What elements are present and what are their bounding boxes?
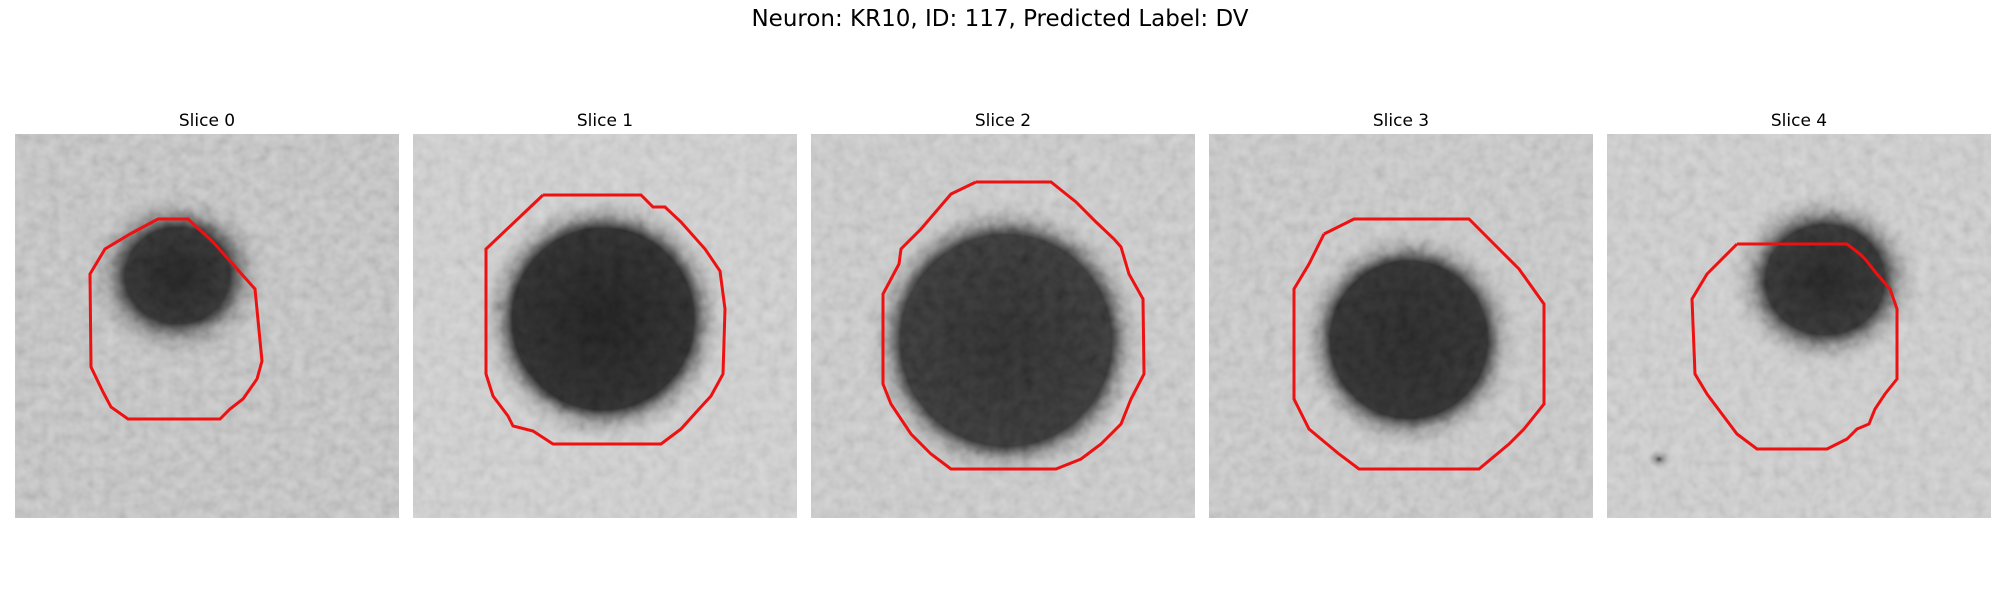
slice-image-1 bbox=[413, 134, 797, 518]
slice-title-2: Slice 2 bbox=[974, 111, 1032, 131]
contour-4 bbox=[1690, 242, 1899, 451]
slice-title-3: Slice 3 bbox=[1372, 111, 1430, 131]
slice-image-3 bbox=[1209, 134, 1593, 518]
contour-0 bbox=[88, 217, 264, 421]
contour-2 bbox=[881, 180, 1146, 471]
slice-title-4: Slice 4 bbox=[1770, 111, 1828, 131]
contour-3 bbox=[1292, 217, 1546, 471]
slice-panel-4: Slice 4 bbox=[1607, 108, 1991, 518]
figure-title: Neuron: KR10, ID: 117, Predicted Label: … bbox=[751, 6, 1249, 32]
slice-title-1: Slice 1 bbox=[576, 111, 634, 131]
slice-image-4 bbox=[1607, 134, 1991, 518]
contour-1 bbox=[484, 193, 727, 446]
slice-panel-1: Slice 1 bbox=[413, 108, 797, 518]
slice-image-2 bbox=[811, 134, 1195, 518]
slice-image-0 bbox=[15, 134, 399, 518]
slice-panel-0: Slice 0 bbox=[15, 108, 399, 518]
slice-title-0: Slice 0 bbox=[178, 111, 236, 131]
slice-panel-3: Slice 3 bbox=[1209, 108, 1593, 518]
slice-panel-2: Slice 2 bbox=[811, 108, 1195, 518]
